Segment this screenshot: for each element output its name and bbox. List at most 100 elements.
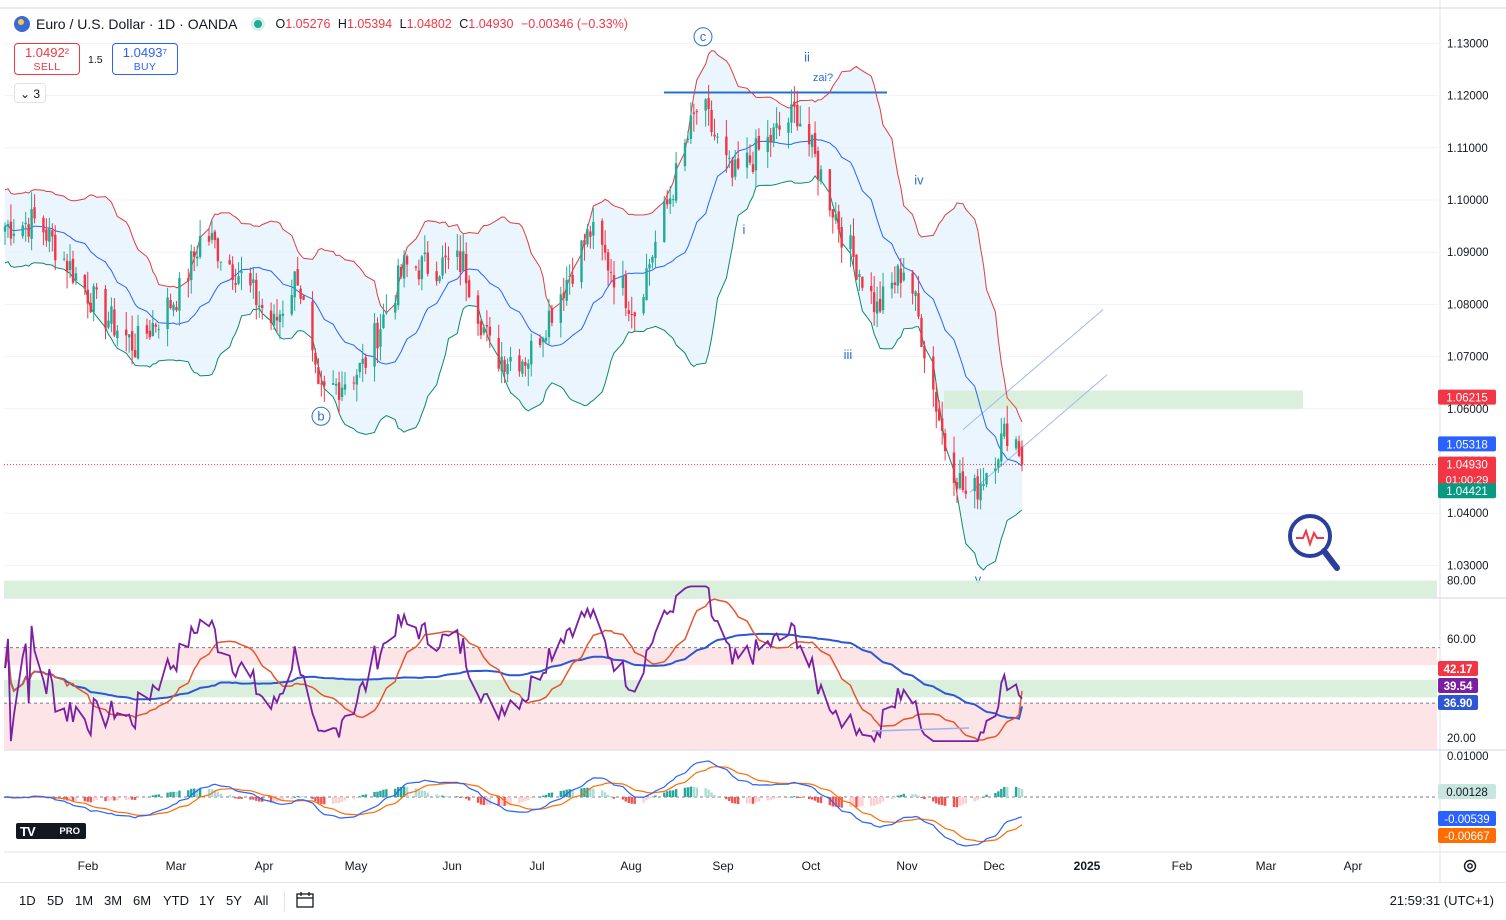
candle-body xyxy=(86,289,89,304)
macd-histogram-bar xyxy=(314,797,317,802)
range-all-button[interactable]: All xyxy=(254,893,269,908)
gear-icon[interactable] xyxy=(1462,858,1478,874)
candle-body xyxy=(74,273,78,281)
candle-body xyxy=(592,221,595,236)
range-1m-button[interactable]: 1M xyxy=(75,893,94,908)
macd-histogram-bar xyxy=(568,789,571,797)
macd-histogram-bar xyxy=(710,792,713,797)
candle-body xyxy=(364,357,367,368)
market-status-icon[interactable] xyxy=(253,20,262,28)
range-ytd-button[interactable]: YTD xyxy=(163,893,189,908)
candle-body xyxy=(538,338,542,346)
candle-body xyxy=(497,338,500,369)
price-tick-label: 1.10000 xyxy=(1447,195,1489,207)
macd-histogram-bar xyxy=(559,791,563,797)
macd-histogram-bar xyxy=(734,797,737,804)
macd-histogram-bar xyxy=(467,797,471,801)
macd-histogram-bar xyxy=(648,797,651,799)
macd-histogram-bar xyxy=(216,792,220,797)
macd-histogram-bar xyxy=(793,796,796,798)
candle-body xyxy=(506,364,509,375)
macd-histogram-bar xyxy=(911,794,914,797)
macd-histogram-bar xyxy=(813,797,817,801)
bottom-toolbar: 1D 5D 1M 3M 6M YTD 1Y 5Y All 21:59:31 (U… xyxy=(0,882,1506,920)
candle-body xyxy=(193,251,196,257)
candle-body xyxy=(130,331,134,351)
macd-histogram-bar xyxy=(166,792,169,797)
candle-body xyxy=(603,244,607,253)
candle-body xyxy=(861,276,864,288)
candle-body xyxy=(810,134,814,148)
candle-body xyxy=(198,236,202,257)
candle-body xyxy=(317,367,320,384)
macd-histogram-bar xyxy=(459,797,462,798)
macd-histogram-bar xyxy=(796,797,799,798)
candle-body xyxy=(914,291,917,297)
indicators-collapse-button[interactable]: ⌄ 3 xyxy=(14,83,46,103)
macd-histogram-bar xyxy=(178,790,181,797)
macd-histogram-bar xyxy=(707,789,710,797)
candle-body xyxy=(790,104,793,123)
candle-body xyxy=(899,268,902,283)
candle-body xyxy=(710,110,713,133)
candle-body xyxy=(728,157,731,159)
candle-body xyxy=(550,307,554,323)
candle-body xyxy=(648,264,651,269)
macd-histogram-bar xyxy=(444,795,447,797)
candle-body xyxy=(65,260,69,272)
clock-timezone[interactable]: 21:59:31 (UTC+1) xyxy=(1389,893,1494,908)
tradingview-logo[interactable]: TV PRO xyxy=(16,823,86,839)
range-1y-button[interactable]: 1Y xyxy=(199,893,215,908)
macd-histogram-bar xyxy=(311,797,314,799)
candle-body xyxy=(479,321,483,336)
wave-label: v xyxy=(975,572,982,587)
range-1d-button[interactable]: 1D xyxy=(19,893,36,908)
candle-body xyxy=(586,229,589,245)
candle-body xyxy=(571,274,574,284)
candle-body xyxy=(958,473,962,488)
macd-histogram-bar xyxy=(994,792,997,797)
range-6m-button[interactable]: 6M xyxy=(133,893,152,908)
candle-body xyxy=(994,468,997,471)
macd-histogram-bar xyxy=(544,794,548,797)
candle-body xyxy=(683,142,687,167)
rsi-zone xyxy=(4,580,1437,599)
candle-body xyxy=(476,295,480,324)
candle-body xyxy=(819,169,823,182)
macd-histogram-bar xyxy=(932,797,935,802)
macd-histogram-bar xyxy=(125,797,128,801)
macd-histogram-bar xyxy=(952,797,956,808)
macd-histogram-bar xyxy=(624,797,628,802)
macd-histogram-bar xyxy=(775,797,778,799)
macd-histogram-bar xyxy=(462,797,465,798)
macd-histogram-bar xyxy=(1020,789,1024,797)
macd-histogram-bar xyxy=(772,797,775,800)
macd-histogram-bar xyxy=(704,788,707,797)
calendar-goto-icon[interactable] xyxy=(295,891,315,909)
candle-body xyxy=(488,326,492,336)
spread-value: 1.5 xyxy=(88,54,103,66)
macd-histogram-bar xyxy=(320,797,323,805)
price-tick-label: 1.08000 xyxy=(1447,299,1489,311)
macd-histogram-bar xyxy=(580,788,583,797)
range-5d-button[interactable]: 5D xyxy=(47,893,64,908)
candle-body xyxy=(503,359,506,372)
candle-body xyxy=(175,307,178,311)
macd-histogram-bar xyxy=(600,790,604,797)
candle-body xyxy=(48,228,51,242)
range-5y-button[interactable]: 5Y xyxy=(226,893,242,908)
price-axis-badge-label: 1.04930 xyxy=(1446,460,1488,472)
symbol-title[interactable]: Euro / U.S. Dollar · 1D · OANDA xyxy=(36,16,238,32)
macd-histogram-bar xyxy=(571,789,574,797)
macd-histogram-bar xyxy=(485,797,489,805)
sell-button[interactable]: 1.0492² SELL xyxy=(14,43,80,75)
candle-body xyxy=(237,276,240,284)
candle-body xyxy=(793,101,796,107)
macd-histogram-bar xyxy=(145,797,149,798)
candle-body xyxy=(62,258,66,260)
range-3m-button[interactable]: 3M xyxy=(104,893,123,908)
buy-button[interactable]: 1.0493⁷ BUY xyxy=(112,43,178,75)
candle-body xyxy=(166,297,169,329)
